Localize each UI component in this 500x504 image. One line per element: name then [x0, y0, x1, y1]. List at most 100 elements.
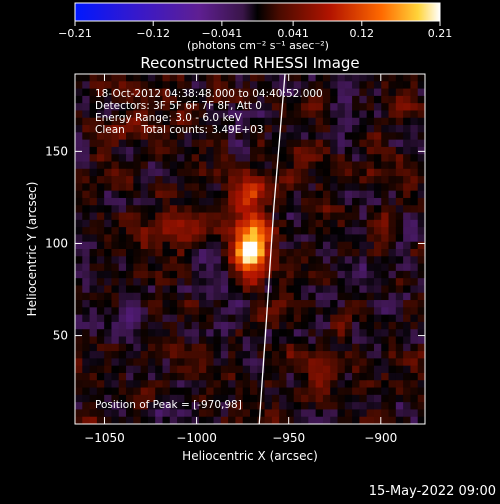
- heatmap-cell: [322, 416, 331, 424]
- heatmap-cell: [322, 234, 331, 243]
- heatmap-cell: [264, 263, 273, 272]
- heatmap-cell: [330, 314, 338, 323]
- heatmap-cell: [96, 314, 105, 323]
- heatmap-cell: [330, 103, 338, 111]
- heatmap-cell: [206, 95, 214, 104]
- heatmap-cell: [242, 212, 251, 221]
- heatmap-cell: [177, 139, 185, 148]
- heatmap-cell: [322, 321, 331, 330]
- heatmap-cell: [250, 88, 258, 97]
- heatmap-cell: [104, 117, 112, 126]
- heatmap-cell: [147, 103, 156, 111]
- heatmap-cell: [373, 110, 382, 119]
- heatmap-cell: [118, 285, 127, 294]
- heatmap-cell: [96, 183, 105, 192]
- heatmap-cell: [147, 387, 156, 396]
- heatmap-cell: [315, 358, 324, 367]
- heatmap-cell: [162, 168, 171, 177]
- heatmap-cell: [330, 300, 338, 308]
- heatmap-cell: [213, 132, 222, 141]
- heatmap-cell: [293, 125, 302, 133]
- heatmap-cell: [111, 416, 120, 424]
- heatmap-cell: [191, 416, 200, 424]
- heatmap-cell: [250, 183, 258, 192]
- heatmap-cell: [235, 358, 244, 367]
- heatmap-cell: [155, 278, 163, 286]
- heatmap-cell: [162, 256, 171, 264]
- heatmap-cell: [126, 285, 134, 294]
- heatmap-cell: [104, 365, 112, 374]
- heatmap-cell: [308, 110, 317, 119]
- heatmap-cell: [417, 394, 425, 403]
- heatmap-cell: [359, 95, 368, 104]
- heatmap-cell: [410, 161, 419, 170]
- heatmap-cell: [75, 74, 83, 82]
- heatmap-cell: [169, 227, 178, 235]
- heatmap-cell: [111, 380, 120, 388]
- heatmap-cell: [286, 117, 295, 126]
- heatmap-cell: [198, 300, 207, 308]
- heatmap-cell: [198, 372, 207, 381]
- heatmap-cell: [118, 95, 127, 104]
- heatmap-cell: [104, 358, 112, 367]
- heatmap-cell: [322, 358, 331, 367]
- heatmap-cell: [147, 285, 156, 294]
- heatmap-cell: [155, 212, 163, 221]
- heatmap-cell: [104, 139, 112, 148]
- heatmap-cell: [155, 197, 163, 206]
- heatmap-cell: [220, 365, 229, 374]
- heatmap-cell: [257, 234, 265, 243]
- heatmap-cell: [147, 270, 156, 279]
- heatmap-cell: [96, 256, 105, 264]
- heatmap-cell: [213, 219, 222, 228]
- heatmap-cell: [177, 365, 185, 374]
- heatmap-cell: [344, 125, 353, 133]
- heatmap-cell: [133, 351, 142, 359]
- heatmap-cell: [301, 249, 309, 257]
- heatmap-cell: [301, 212, 309, 221]
- heatmap-cell: [417, 351, 425, 359]
- heatmap-cell: [75, 278, 83, 286]
- heatmap-cell: [395, 146, 404, 155]
- heatmap-cell: [366, 292, 375, 301]
- heatmap-cell: [257, 103, 265, 111]
- heatmap-cell: [89, 154, 98, 162]
- heatmap-cell: [344, 95, 353, 104]
- heatmap-cell: [301, 161, 309, 170]
- heatmap-cell: [308, 409, 317, 418]
- heatmap-cell: [301, 358, 309, 367]
- heatmap-cell: [198, 387, 207, 396]
- heatmap-cell: [286, 416, 295, 424]
- heatmap-cell: [118, 270, 127, 279]
- heatmap-cell: [417, 81, 425, 89]
- heatmap-cell: [301, 190, 309, 199]
- heatmap-cell: [257, 117, 265, 126]
- heatmap-cell: [286, 256, 295, 264]
- heatmap-cell: [308, 212, 317, 221]
- heatmap-cell: [257, 300, 265, 308]
- heatmap-cell: [279, 117, 287, 126]
- heatmap-cell: [104, 270, 112, 279]
- heatmap-cell: [301, 176, 309, 184]
- heatmap-cell: [301, 241, 309, 250]
- heatmap-cell: [96, 336, 105, 345]
- heatmap-cell: [220, 139, 229, 148]
- heatmap-cell: [257, 95, 265, 104]
- heatmap-cell: [403, 234, 411, 243]
- heatmap-cell: [293, 409, 302, 418]
- heatmap-cell: [82, 343, 90, 352]
- heatmap-cell: [82, 263, 90, 272]
- heatmap-cell: [184, 343, 193, 352]
- heatmap-cell: [206, 343, 214, 352]
- heatmap-cell: [293, 117, 302, 126]
- heatmap-cell: [403, 81, 411, 89]
- heatmap-cell: [104, 110, 112, 119]
- heatmap-cell: [403, 387, 411, 396]
- heatmap-cell: [264, 372, 273, 381]
- heatmap-cell: [75, 190, 83, 199]
- y-tick-label: 50: [53, 329, 68, 343]
- heatmap-cell: [206, 88, 214, 97]
- heatmap-cell: [155, 125, 163, 133]
- heatmap-cell: [220, 154, 229, 162]
- heatmap-cell: [301, 263, 309, 272]
